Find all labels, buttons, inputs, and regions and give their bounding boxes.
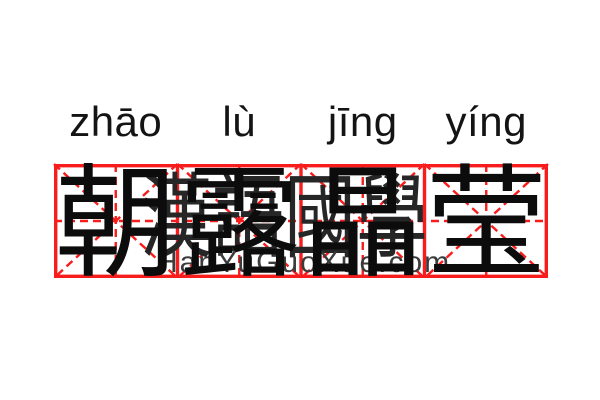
writing-grid-block: 朝 露 晶 莹 [53,163,549,287]
hanzi-character-3: 晶 [301,158,424,293]
pinyin-row: zhāo lù jīng yíng [54,98,548,146]
pinyin-syllable-3: jīng [327,98,398,145]
watermark-url-text: HanYuGuoXue.com [156,246,452,279]
hanzi-cell-2: 露 [178,164,302,287]
hanzi-row: 朝 露 晶 莹 [54,164,549,287]
pinyin-syllable-2: lù [222,98,257,145]
mi-zi-ge-grid [53,163,549,279]
watermark-cjk-text: 漢語國學 [140,167,429,270]
pinyin-syllable-4: yíng [445,98,527,145]
hanzi-cell-4: 莹 [425,164,549,287]
hanzi-character-1: 朝 [54,158,177,293]
hanzi-cell-3: 晶 [301,164,425,287]
hanzi-character-4: 莹 [425,158,548,293]
hanzi-character-2: 露 [178,158,301,293]
grid-dashed-guidelines [53,163,549,279]
hanzi-cell-1: 朝 [54,164,178,287]
pinyin-syllable-1: zhāo [69,98,163,145]
grid-solid-lines [54,164,549,278]
